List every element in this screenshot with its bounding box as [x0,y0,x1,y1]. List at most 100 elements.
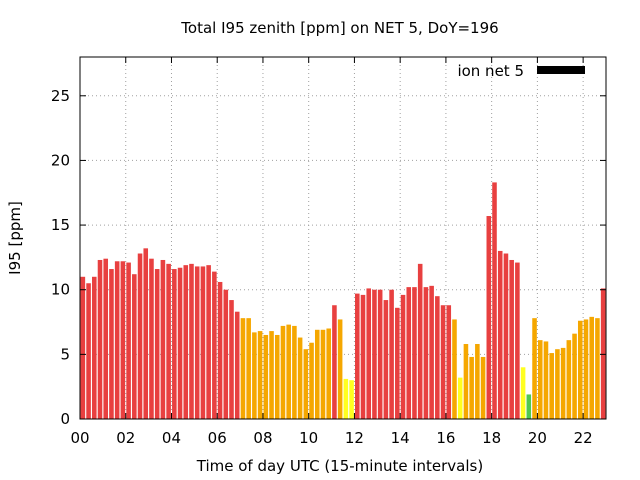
bar [583,319,589,419]
x-tick-label: 14 [391,429,410,447]
bar [154,269,160,419]
bar [286,324,291,419]
bar [177,267,183,419]
bar [297,337,303,419]
bar [417,263,423,419]
bar [440,305,446,419]
bar [103,258,109,419]
bar [217,281,223,419]
axis-ticks: 0 5 10 15 20 25 00 02 04 06 08 10 12 14 16 18 20 22 [51,57,606,447]
bar [240,318,246,419]
bar [595,318,600,419]
bar [269,331,274,419]
bar [486,216,492,419]
bar [446,305,452,419]
bar [223,289,229,419]
bar [543,341,549,419]
y-tick-label: 10 [51,281,70,299]
bar [97,259,103,419]
bar [137,253,143,419]
bar [303,349,309,419]
bar [435,296,440,419]
x-tick-label: 10 [299,429,318,447]
bar [572,333,577,419]
y-tick-label: 0 [60,410,70,428]
bar [469,356,474,419]
bar [412,287,417,419]
legend: ion net 5 [457,62,585,80]
bar [314,329,320,419]
bar [252,332,257,419]
bar [337,319,343,419]
bar [126,262,131,419]
bar [280,325,286,419]
bar [457,377,463,419]
bar [92,276,97,419]
y-tick-label: 15 [51,216,70,234]
y-tick-label: 20 [51,151,70,169]
y-axis-label: I95 [ppm] [6,201,24,275]
bar [366,288,372,419]
bar [257,331,263,419]
bar [326,328,331,419]
bar [212,271,217,419]
y-tick-label: 5 [60,345,70,363]
bar [206,265,211,419]
bar [589,316,594,419]
bar [377,289,383,419]
bar [200,266,206,419]
bar [229,300,234,419]
bar [143,248,149,419]
bar [172,269,177,419]
bar [109,269,114,419]
x-tick-label: 12 [345,429,364,447]
bar [194,266,200,419]
bar [149,258,154,419]
bar [274,334,280,419]
x-tick-label: 20 [528,429,547,447]
x-tick-label: 00 [70,429,89,447]
bar [332,305,337,419]
bar [86,283,91,419]
bar [475,344,480,419]
legend-swatch [537,66,585,74]
x-tick-label: 08 [253,429,272,447]
bar [537,340,543,419]
x-tick-label: 04 [162,429,181,447]
bar [246,318,251,419]
bar [509,259,514,419]
bar [503,253,509,419]
y-tick-label: 25 [51,87,70,105]
x-tick-label: 16 [436,429,455,447]
plot-frame [79,56,607,420]
bar [372,289,377,419]
bar [520,367,526,419]
bar [400,294,406,419]
x-tick-label: 02 [116,429,135,447]
bar [309,342,314,419]
bar [497,250,503,419]
bar [263,334,269,419]
x-axis-label: Time of day UTC (15-minute intervals) [196,457,483,475]
bar [406,287,412,419]
bar [526,394,532,419]
x-tick-label: 06 [208,429,227,447]
x-tick-label: 22 [574,429,593,447]
bar [566,340,572,419]
bar [189,263,194,419]
bar [383,300,389,419]
bars [80,182,606,419]
bar [389,289,394,419]
bar [292,325,297,419]
bar [343,378,349,419]
chart-title: Total I95 zenith [ppm] on NET 5, DoY=196 [180,19,498,37]
bar [160,259,166,419]
bar [492,182,497,419]
bar [360,294,366,419]
bar [429,285,434,419]
bar [600,288,606,419]
bar [234,311,240,419]
x-tick-label: 18 [482,429,501,447]
bar [555,349,560,419]
